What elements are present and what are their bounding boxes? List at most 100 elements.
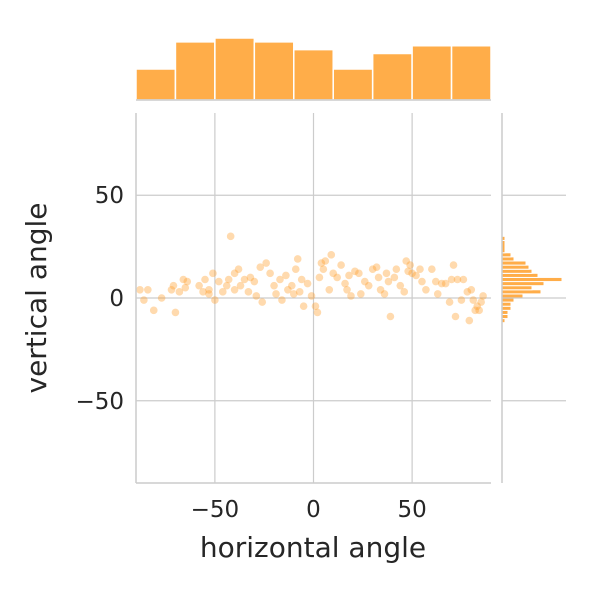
scatter-point <box>400 288 409 296</box>
top-histogram-bar <box>174 41 216 101</box>
scatter-point <box>240 275 249 284</box>
scatter-point <box>288 281 296 290</box>
scatter-points <box>136 232 487 325</box>
right-histogram-bar <box>501 285 533 291</box>
scatter-point <box>463 288 472 296</box>
scatter-point <box>201 275 209 284</box>
scatter-point <box>291 265 300 274</box>
scatter-point <box>355 269 363 278</box>
scatter-point <box>433 290 442 298</box>
right-histogram-bar <box>501 272 539 278</box>
scatter-point <box>299 302 308 311</box>
y-tick-label: −50 <box>75 389 124 415</box>
scatter-point <box>471 306 480 315</box>
right-histogram-bar <box>501 260 527 266</box>
scatter-point <box>218 288 227 296</box>
scatter-point <box>459 275 468 284</box>
scatter-point <box>256 263 265 271</box>
scatter-point <box>230 269 239 278</box>
scatter-point <box>345 271 353 280</box>
scatter-point <box>351 267 359 276</box>
scatter-point <box>250 277 259 286</box>
scatter-point <box>224 275 233 284</box>
scatter-point <box>441 279 450 288</box>
x-axis-title: horizontal angle <box>200 531 426 564</box>
scatter-point <box>167 285 176 294</box>
scatter-point <box>392 265 401 274</box>
scatter-point <box>422 285 430 294</box>
scatter-point <box>258 298 267 306</box>
scatter-point <box>477 298 485 306</box>
right-histogram-bar <box>501 297 515 303</box>
top-histogram-bar <box>293 48 334 101</box>
scatter-point <box>307 292 316 300</box>
scatter-point <box>179 275 188 284</box>
scatter-point <box>262 259 270 267</box>
scatter-point <box>183 277 192 286</box>
scatter-point <box>199 288 207 296</box>
scatter-point <box>447 275 456 284</box>
scatter-point <box>451 312 460 321</box>
scatter-point <box>384 277 393 286</box>
scatter-point <box>396 281 405 290</box>
scatter-point <box>431 277 440 286</box>
scatter-point <box>416 265 424 274</box>
right-histogram-bar <box>501 293 524 299</box>
scatter-point <box>347 292 355 300</box>
scatter-point <box>205 285 213 294</box>
right-histogram-bar <box>501 309 509 315</box>
scatter-point <box>457 296 466 304</box>
scatter-point <box>236 281 245 290</box>
scatter-point <box>382 269 391 278</box>
scatter-point <box>473 302 481 311</box>
scatter-point <box>376 285 385 294</box>
top-histogram <box>135 37 492 101</box>
scatter-point <box>333 273 341 282</box>
scatter-point <box>276 275 284 284</box>
scatter-point <box>295 288 304 296</box>
scatter-point <box>372 263 381 271</box>
right-histogram-bar <box>501 268 533 274</box>
top-histogram-bar <box>450 45 492 101</box>
scatter-point <box>297 275 306 284</box>
scatter-point <box>272 290 280 298</box>
right-histogram-bar <box>501 289 542 295</box>
scatter-point <box>149 306 158 315</box>
top-histogram-bar <box>411 45 453 101</box>
scatter-point <box>428 265 436 274</box>
right-histogram-bar <box>501 281 545 287</box>
scatter-point <box>244 288 253 296</box>
right-histogram-bar <box>501 305 512 311</box>
x-tick-label: −50 <box>191 497 240 523</box>
scatter-point <box>246 273 255 282</box>
scatter-point <box>195 281 203 290</box>
scatter-point <box>380 290 389 298</box>
right-histogram-bar <box>501 301 512 307</box>
scatter-point <box>327 251 336 259</box>
scatter-point <box>465 316 474 325</box>
x-tick-label: 0 <box>306 497 321 523</box>
scatter-point <box>412 271 420 280</box>
right-histogram-bar <box>501 256 515 262</box>
scatter-point <box>169 281 178 290</box>
scatter-point <box>175 288 184 296</box>
scatter-point <box>404 267 412 276</box>
scatter-point <box>406 261 414 269</box>
scatter-point <box>325 285 334 294</box>
scatter-point <box>337 261 345 269</box>
scatter-point <box>390 273 399 282</box>
scatter-point <box>319 265 328 274</box>
x-tick-label: 50 <box>397 497 426 523</box>
scatter-point <box>303 279 312 288</box>
scatter-point <box>313 308 322 317</box>
x-tick-labels: −50 0 50 <box>191 497 427 523</box>
scatter-point <box>445 298 454 306</box>
scatter-point <box>453 275 462 284</box>
y-tick-labels: −50 0 50 <box>75 183 124 415</box>
marginal-grid <box>502 194 566 402</box>
scatter-point <box>402 257 410 265</box>
y-axis-title: vertical angle <box>20 203 53 394</box>
scatter-point <box>140 296 148 304</box>
top-histogram-bar <box>135 68 177 101</box>
right-histogram-bar <box>501 264 530 270</box>
